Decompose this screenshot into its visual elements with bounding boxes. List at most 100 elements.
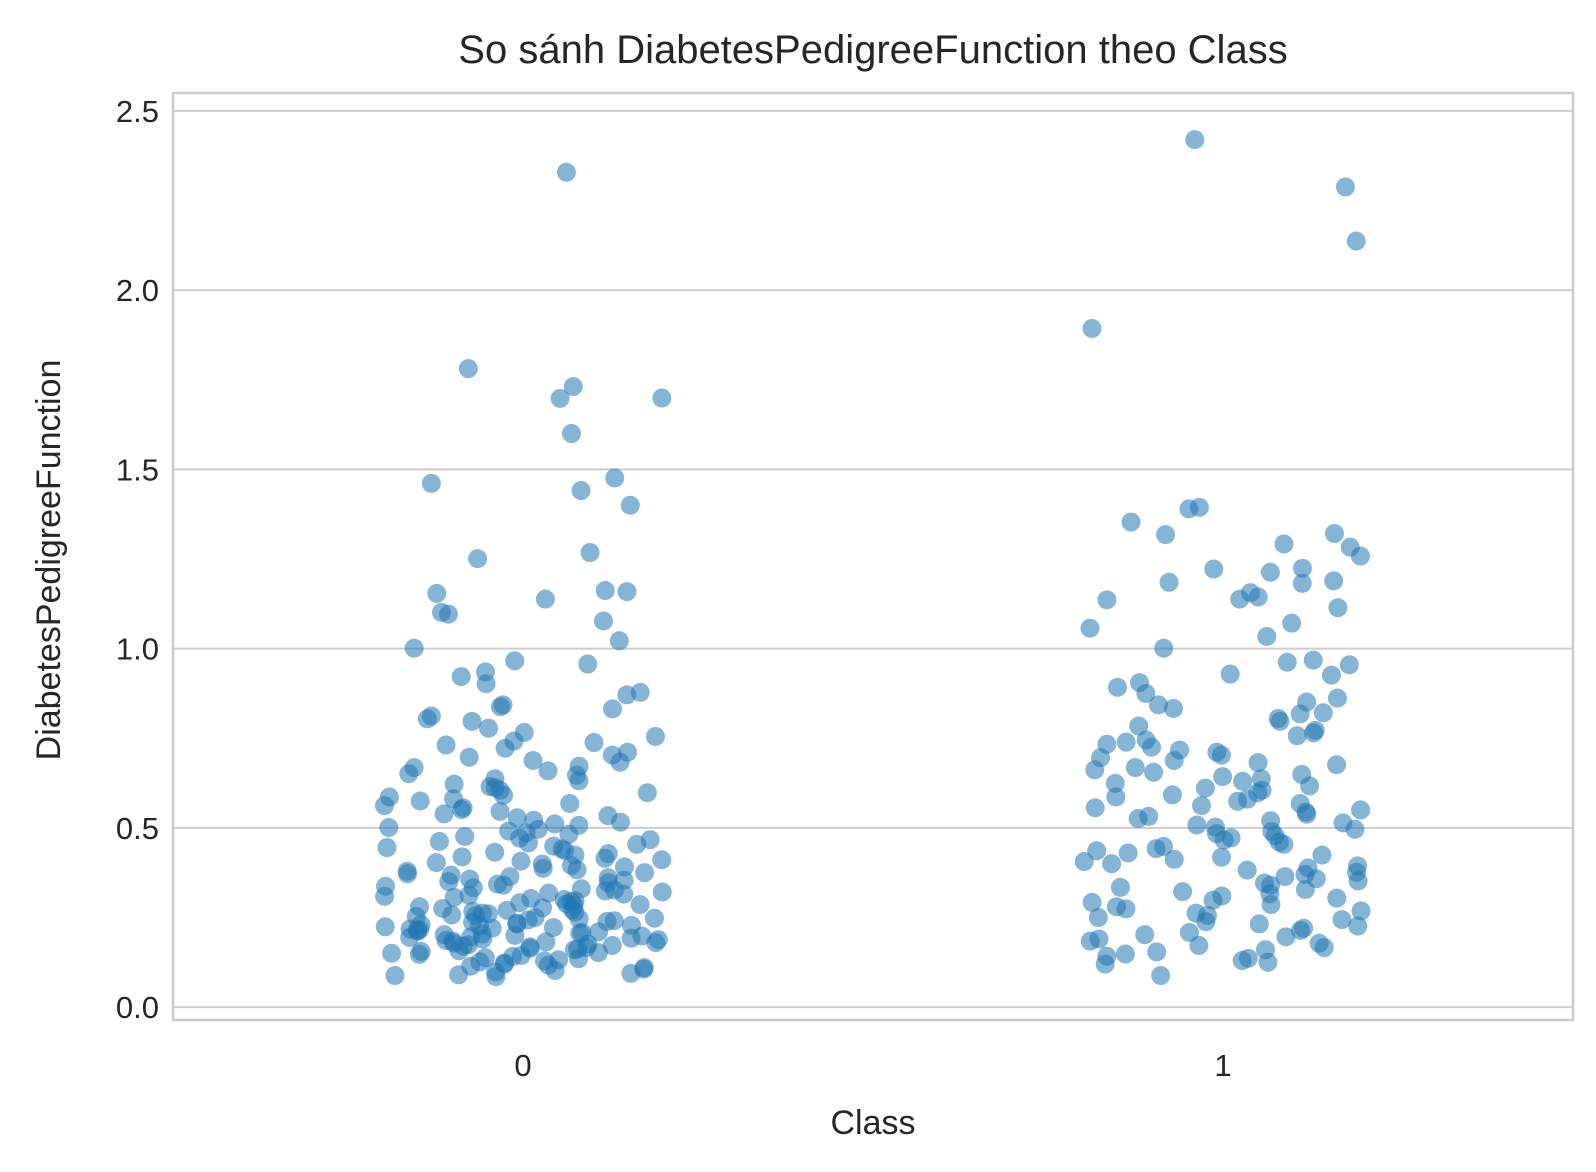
data-point-class-1 (1163, 698, 1183, 718)
data-point-class-1 (1196, 912, 1216, 932)
data-point-class-1 (1128, 809, 1148, 829)
data-point-class-0 (404, 638, 424, 658)
data-point-class-1 (1087, 841, 1107, 861)
data-point-class-0 (476, 674, 496, 694)
data-point-class-0 (578, 654, 598, 674)
data-point-class-0 (545, 961, 565, 981)
data-point-class-1 (1274, 834, 1294, 854)
x-tick-label: 1 (1214, 1048, 1231, 1083)
data-point-class-0 (617, 685, 637, 705)
data-point-class-0 (399, 764, 419, 784)
data-point-class-0 (621, 928, 641, 948)
data-point-class-1 (1156, 525, 1176, 545)
data-point-class-0 (580, 543, 600, 563)
data-point-class-0 (584, 733, 604, 753)
data-point-class-0 (588, 943, 608, 963)
data-point-class-1 (1082, 319, 1102, 339)
data-point-class-1 (1147, 942, 1167, 962)
data-point-class-0 (539, 883, 559, 903)
y-tick-label: 2.0 (116, 273, 159, 308)
data-point-class-0 (379, 818, 399, 838)
data-point-class-1 (1105, 773, 1125, 793)
data-point-class-1 (1085, 760, 1105, 780)
data-point-class-1 (1115, 944, 1135, 964)
data-point-class-1 (1258, 952, 1278, 972)
data-point-class-0 (511, 851, 531, 871)
data-point-class-1 (1327, 755, 1347, 775)
data-point-class-1 (1108, 677, 1128, 697)
data-point-class-1 (1211, 847, 1231, 867)
data-point-class-0 (459, 885, 479, 905)
data-point-class-0 (436, 735, 456, 755)
data-point-class-0 (614, 884, 634, 904)
data-point-class-0 (421, 473, 441, 493)
data-point-class-1 (1148, 695, 1168, 715)
data-point-class-0 (603, 699, 623, 719)
data-point-class-1 (1187, 815, 1207, 835)
data-point-class-0 (409, 944, 429, 964)
data-point-class-1 (1080, 618, 1100, 638)
data-point-class-1 (1292, 558, 1312, 578)
data-point-class-0 (493, 695, 513, 715)
data-point-class-0 (449, 941, 469, 961)
x-axis-label: Class (830, 1104, 915, 1142)
data-point-class-1 (1146, 839, 1166, 859)
data-point-class-0 (449, 965, 469, 985)
points-layer (375, 130, 1371, 987)
chart-title: So sánh DiabetesPedigreeFunction theo Cl… (458, 28, 1287, 72)
data-point-class-0 (645, 726, 665, 746)
data-point-class-0 (375, 886, 395, 906)
data-point-class-0 (652, 882, 672, 902)
data-point-class-1 (1116, 899, 1136, 919)
data-point-class-1 (1287, 726, 1307, 746)
data-point-class-0 (538, 761, 558, 781)
data-point-class-1 (1173, 882, 1193, 902)
data-point-class-1 (1303, 650, 1323, 670)
data-point-class-1 (1275, 867, 1295, 887)
data-point-class-1 (1248, 753, 1268, 773)
data-point-class-0 (594, 611, 614, 631)
data-point-class-0 (377, 838, 397, 858)
data-point-class-0 (535, 589, 555, 609)
data-point-class-0 (434, 804, 454, 824)
data-point-class-0 (536, 932, 556, 952)
data-point-class-1 (1220, 664, 1240, 684)
data-point-class-1 (1351, 800, 1371, 820)
data-point-class-1 (1321, 665, 1341, 685)
data-point-class-0 (561, 424, 581, 444)
data-point-class-0 (479, 718, 499, 738)
data-point-class-0 (627, 834, 647, 854)
data-point-class-0 (646, 933, 666, 953)
data-point-class-1 (1290, 704, 1310, 724)
data-point-class-0 (635, 863, 655, 883)
data-point-class-1 (1237, 860, 1257, 880)
data-point-class-1 (1097, 590, 1117, 610)
data-point-class-1 (1162, 785, 1182, 805)
data-point-class-0 (473, 929, 493, 949)
data-point-class-1 (1312, 845, 1332, 865)
data-point-class-1 (1228, 791, 1248, 811)
data-point-class-1 (1164, 750, 1184, 770)
data-point-class-1 (1327, 888, 1347, 908)
data-point-class-0 (550, 388, 570, 408)
data-point-class-1 (1276, 927, 1296, 947)
data-point-class-0 (432, 602, 452, 622)
data-point-class-0 (621, 963, 641, 983)
data-point-class-1 (1106, 787, 1126, 807)
data-point-class-1 (1080, 931, 1100, 951)
data-point-class-1 (1204, 559, 1224, 579)
data-point-class-0 (563, 377, 583, 397)
data-point-class-0 (382, 943, 402, 963)
plot-frame (171, 91, 1575, 1022)
data-point-class-1 (1327, 688, 1347, 708)
data-point-class-0 (569, 949, 589, 969)
data-point-class-1 (1291, 920, 1311, 940)
data-point-class-1 (1324, 524, 1344, 544)
data-point-class-0 (610, 752, 630, 772)
data-point-class-1 (1144, 762, 1164, 782)
data-point-class-0 (610, 812, 630, 832)
data-point-class-1 (1297, 804, 1317, 824)
data-point-class-0 (426, 853, 446, 873)
